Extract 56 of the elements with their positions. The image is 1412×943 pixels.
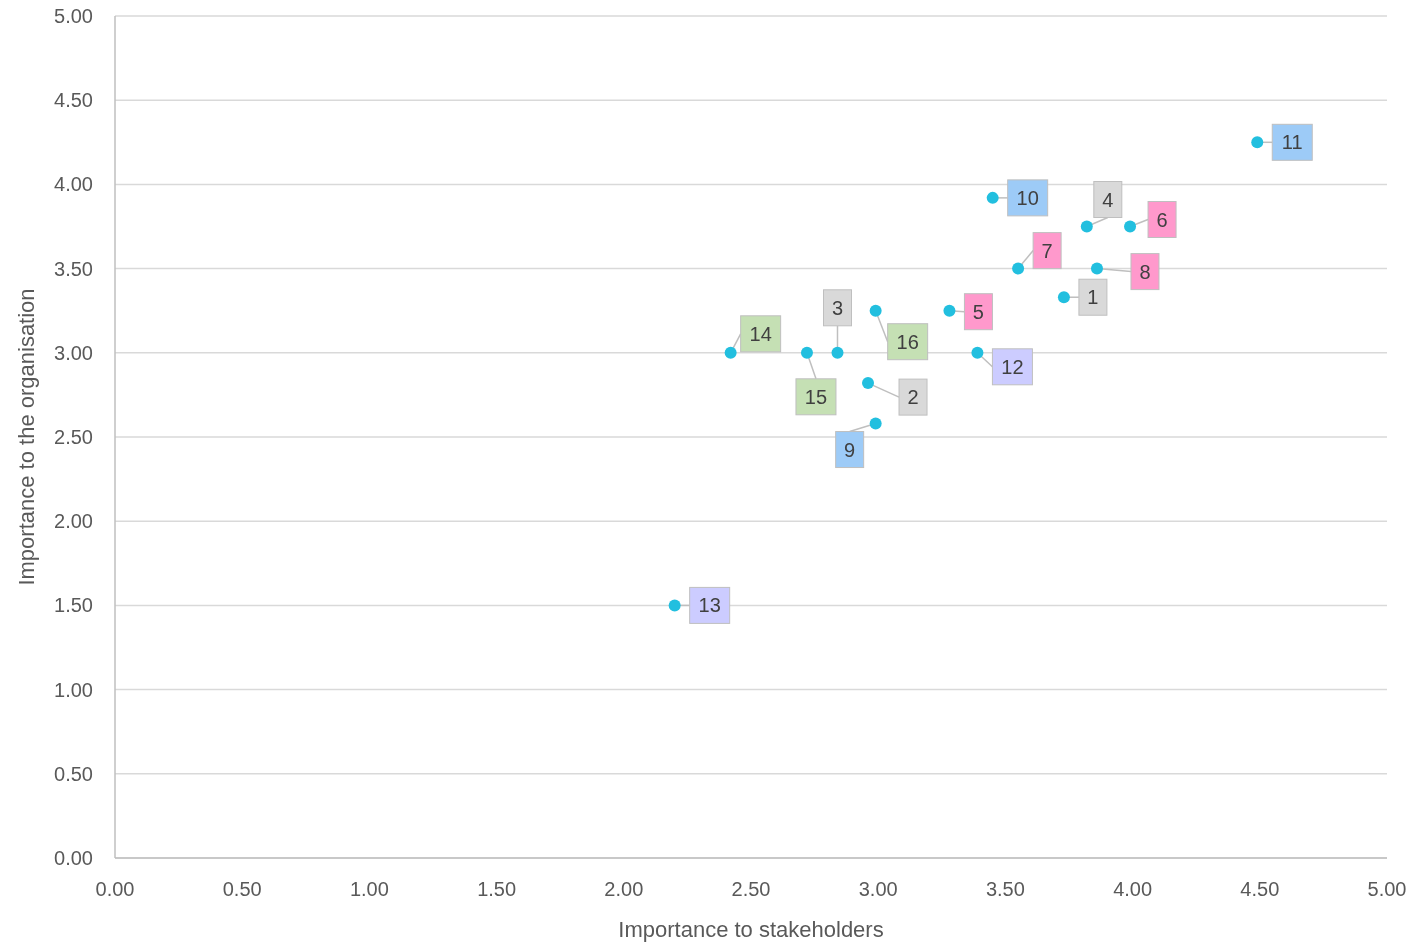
y-tick-label: 3.00 [54, 341, 93, 364]
annotation: 11 [1281, 131, 1303, 154]
annotation: 6 [1156, 208, 1168, 231]
x-tick-label: 1.50 [477, 878, 517, 900]
y-tick-label: 1.50 [54, 594, 93, 617]
x-axis-title: Importance to stakeholders [618, 917, 884, 942]
y-tick-label: 4.50 [54, 89, 93, 112]
point [800, 346, 813, 359]
point [724, 346, 737, 359]
y-tick-label: 4.00 [54, 173, 93, 196]
point [943, 304, 956, 317]
point [1080, 220, 1093, 233]
annotation: 4 [1102, 188, 1114, 211]
x-tick-label: 3.00 [858, 878, 898, 900]
x-tick-label: 0.50 [222, 878, 262, 900]
annotation: 10 [1016, 186, 1039, 209]
x-tick-label: 4.50 [1240, 878, 1280, 900]
x-tick-label: 5.00 [1367, 878, 1407, 900]
annotation: 2 [907, 386, 919, 409]
point [668, 599, 681, 612]
point [1124, 220, 1137, 233]
x-tick-label: 0.00 [95, 878, 135, 900]
annotation: 12 [1001, 355, 1024, 378]
point [971, 346, 984, 359]
annotation: 8 [1139, 260, 1151, 283]
annotation: 3 [831, 296, 844, 319]
annotation: 5 [972, 300, 984, 323]
point [1057, 291, 1070, 304]
y-tick-label: 2.00 [54, 510, 93, 533]
y-tick-label: 0.50 [54, 762, 93, 785]
y-tick-label: 1.00 [54, 678, 93, 701]
annotation: 13 [698, 594, 721, 617]
point [1251, 136, 1264, 149]
annotation: 7 [1041, 239, 1053, 262]
annotation: 14 [749, 322, 772, 345]
x-tick-label: 2.00 [604, 878, 644, 900]
point [869, 417, 882, 430]
point [869, 304, 882, 317]
y-tick-label: 5.00 [54, 5, 93, 27]
annotation: 9 [844, 438, 856, 461]
point [986, 191, 999, 204]
y-tick-label: 2.50 [54, 426, 93, 448]
annotation: 16 [896, 330, 919, 353]
point [1012, 262, 1025, 275]
y-axis-title: Importance to the organisation [14, 288, 39, 586]
y-tick-label: 0.00 [54, 847, 93, 869]
point [1090, 262, 1103, 275]
point [862, 377, 875, 390]
annotation: 15 [804, 385, 828, 408]
point [831, 346, 844, 359]
x-tick-label: 4.00 [1113, 878, 1153, 900]
y-tick-label: 3.50 [54, 257, 93, 280]
annotation: 1 [1087, 286, 1099, 309]
x-tick-label: 3.50 [985, 878, 1025, 900]
x-tick-label: 2.50 [731, 878, 771, 900]
x-tick-label: 1.00 [349, 878, 389, 900]
